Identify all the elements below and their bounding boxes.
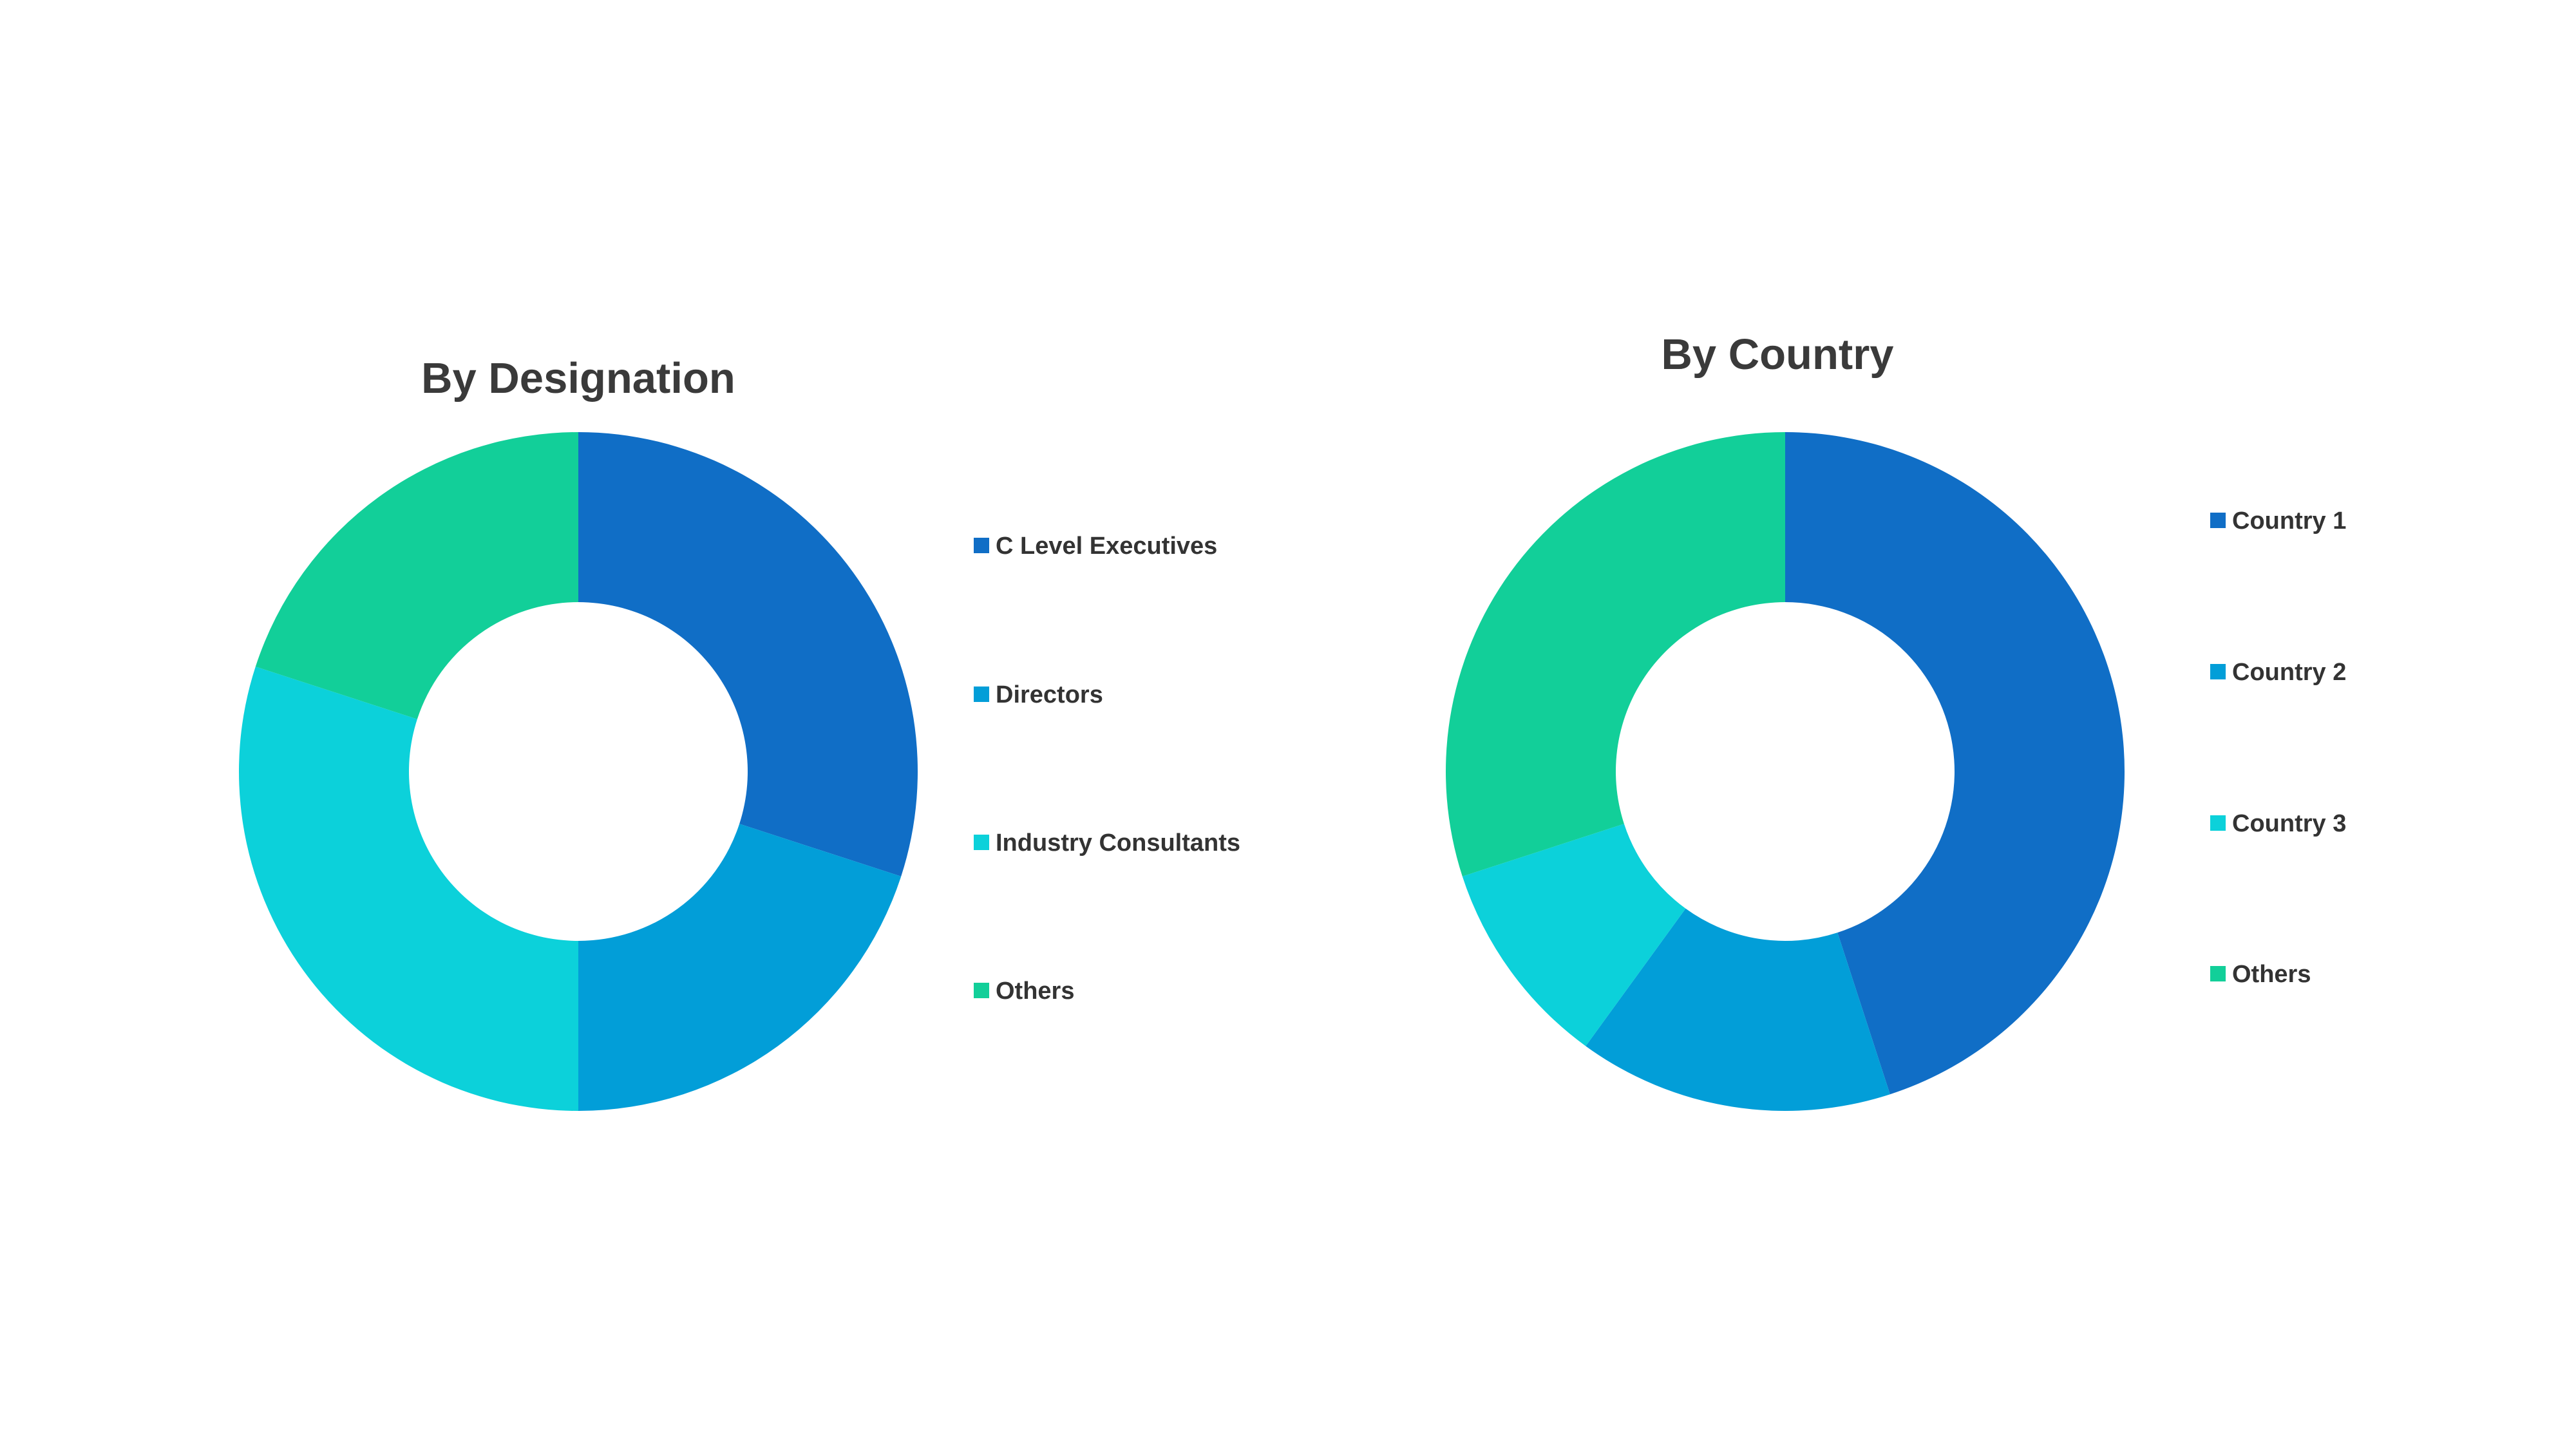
- legend-swatch-country-others: [2210, 966, 2226, 981]
- designation-legend: C Level Executives Directors Industry Co…: [974, 533, 1240, 1005]
- legend-swatch-country-2: [2210, 664, 2226, 679]
- donut-slice-country-country-3: [1462, 824, 1686, 1046]
- legend-label-country-2: Country 2: [2232, 659, 2346, 686]
- country-legend: Country 1 Country 2 Country 3 Others: [2210, 507, 2346, 988]
- legend-swatch-directors: [974, 687, 989, 702]
- designation-donut: [238, 432, 918, 1111]
- country-donut: [1445, 432, 2125, 1112]
- country-chart-title: By Country: [1661, 330, 1893, 379]
- legend-swatch-others: [974, 983, 989, 998]
- legend-label-c-level-executives: C Level Executives: [996, 533, 1217, 560]
- designation-chart-title: By Designation: [421, 354, 735, 402]
- legend-swatch-country-3: [2210, 815, 2226, 831]
- donut-slice-designation-industry-consultants: [238, 667, 578, 1111]
- donut-slice-country-country-2: [1586, 908, 1890, 1112]
- legend-swatch-country-1: [2210, 513, 2226, 528]
- designation-chart: By Designation C Level Executives Direct…: [238, 354, 1240, 1111]
- legend-swatch-c-level-executives: [974, 538, 989, 553]
- legend-label-country-1: Country 1: [2232, 507, 2346, 535]
- legend-label-others: Others: [996, 978, 1074, 1005]
- donut-slice-country-country-1: [1785, 432, 2125, 1095]
- legend-label-directors: Directors: [996, 681, 1103, 708]
- donut-slice-designation-c-level-executives: [578, 432, 918, 876]
- donut-slice-designation-directors: [578, 824, 902, 1111]
- donut-slice-designation-others: [255, 432, 578, 719]
- donut-slice-country-others: [1445, 432, 1785, 876]
- legend-label-country-3: Country 3: [2232, 810, 2346, 837]
- legend-label-country-others: Others: [2232, 961, 2311, 988]
- legend-swatch-industry-consultants: [974, 835, 989, 850]
- legend-label-industry-consultants: Industry Consultants: [996, 829, 1240, 857]
- country-chart: By Country Country 1 Country 2 Country 3…: [1445, 330, 2346, 1112]
